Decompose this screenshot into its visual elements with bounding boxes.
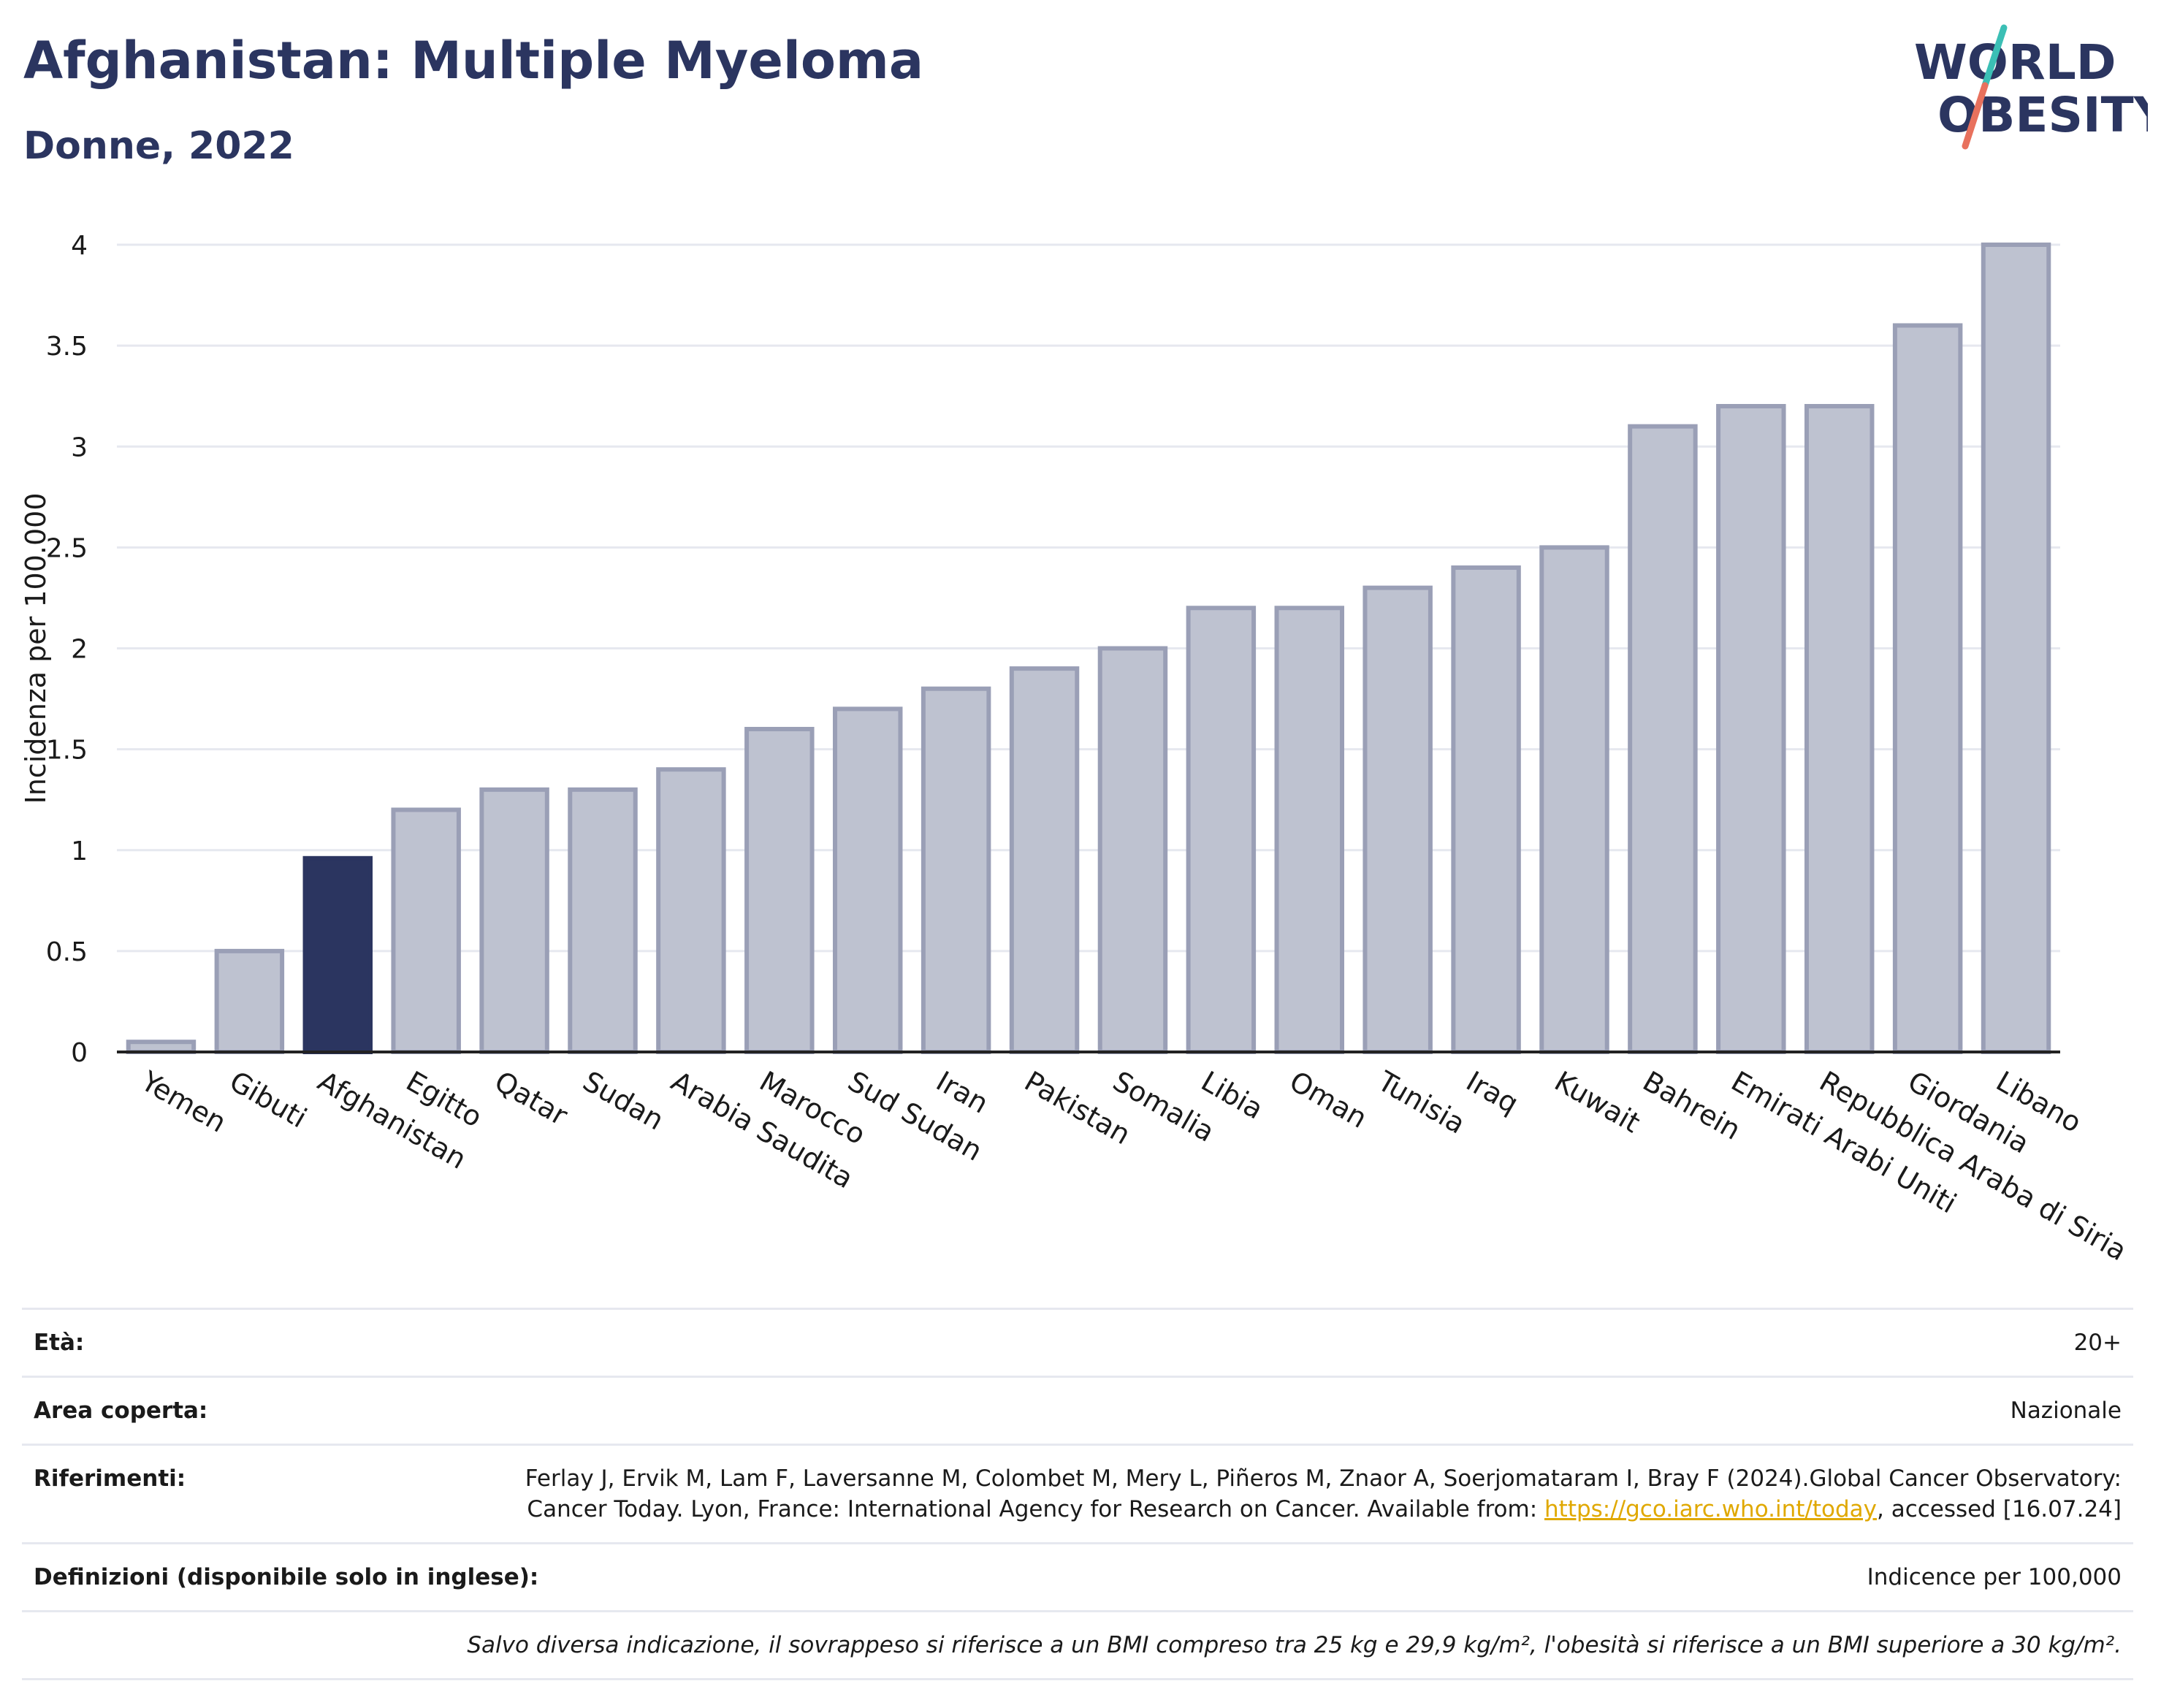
x-tick-label: Gibuti <box>224 1065 312 1135</box>
x-tick-label: Bahrein <box>1637 1065 1746 1146</box>
info-row-note: Salvo diversa indicazione, il sovrappeso… <box>22 1610 2133 1680</box>
y-tick-label: 3 <box>71 432 88 462</box>
x-tick-label: Oman <box>1284 1065 1373 1135</box>
info-row-definitions: Definizioni (disponibile solo in inglese… <box>22 1542 2133 1610</box>
logo-text-world: WORLD <box>1914 34 2116 91</box>
x-tick-label: Yemen <box>135 1064 232 1139</box>
area-value: Nazionale <box>2010 1398 2122 1424</box>
y-tick-labels: 0 0.5 1 1.5 2 2.5 3 3.5 4 <box>46 231 88 1068</box>
references-accessed: , accessed [16.07.24] <box>1876 1496 2122 1522</box>
y-tick-label: 1.5 <box>46 736 88 766</box>
bar-arabia-saudita[interactable] <box>656 767 726 1054</box>
y-tick-label: 0 <box>71 1038 88 1068</box>
y-tick-label: 3.5 <box>46 332 88 362</box>
logo-slash-teal <box>1981 24 2008 89</box>
y-tick-label: 4 <box>71 231 88 261</box>
bmi-note: Salvo diversa indicazione, il sovrappeso… <box>467 1632 2122 1658</box>
y-tick-label: 2.5 <box>46 533 88 563</box>
bar-marocco[interactable] <box>744 727 815 1054</box>
age-value: 20+ <box>2073 1330 2122 1356</box>
age-label: Età: <box>34 1330 85 1356</box>
bar-oman[interactable] <box>1274 606 1345 1054</box>
bar-somalia[interactable] <box>1097 646 1168 1054</box>
page-title: Afghanistan: Multiple Myeloma <box>23 31 924 91</box>
info-table: Età: 20+ Area coperta: Nazionale Riferim… <box>22 1308 2133 1680</box>
x-tick-label: Tunisia <box>1372 1064 1471 1140</box>
bar-sudan[interactable] <box>568 787 638 1054</box>
bar-iran[interactable] <box>921 686 991 1054</box>
x-tick-label: Kuwait <box>1550 1065 1646 1140</box>
bar-tunisia[interactable] <box>1362 585 1433 1054</box>
bar-emirati-arabi-uniti[interactable] <box>1716 404 1786 1054</box>
bar-gibuti[interactable] <box>214 948 285 1054</box>
bar-afghanistan[interactable] <box>302 855 373 1055</box>
y-tick-label: 1 <box>71 836 88 866</box>
page-subtitle: Donne, 2022 <box>23 124 294 168</box>
y-tick-label: 2 <box>71 635 88 665</box>
info-row-area: Area coperta: Nazionale <box>22 1376 2133 1444</box>
x-tick-label: Afghanistan <box>313 1065 472 1175</box>
bar-sud-sudan[interactable] <box>832 706 903 1054</box>
bar-yemen[interactable] <box>126 1040 197 1054</box>
bar-qatar[interactable] <box>479 787 549 1054</box>
x-tick-label: Qatar <box>489 1065 573 1132</box>
info-row-age: Età: 20+ <box>22 1308 2133 1376</box>
definitions-value: Indicence per 100,000 <box>1867 1564 2122 1590</box>
bar-iraq[interactable] <box>1451 565 1521 1054</box>
definitions-label: Definizioni (disponibile solo in inglese… <box>34 1564 539 1590</box>
info-row-references: Riferimenti: Ferlay J, Ervik M, Lam F, L… <box>22 1444 2133 1542</box>
references-link[interactable]: https://gco.iarc.who.int/today <box>1544 1496 1877 1522</box>
x-tick-label: Sudan <box>578 1065 670 1137</box>
y-tick-label: 0.5 <box>46 937 88 967</box>
logo-slash-red <box>1962 82 1989 150</box>
bar-bahrein[interactable] <box>1628 424 1698 1054</box>
bars <box>126 243 2051 1055</box>
references-text: Ferlay J, Ervik M, Lam F, Laversanne M, … <box>525 1465 2122 1522</box>
references-label: Riferimenti: <box>34 1465 186 1492</box>
bar-pakistan[interactable] <box>1009 666 1080 1054</box>
bar-egitto[interactable] <box>391 807 461 1054</box>
world-obesity-logo: WORLD OBESITY <box>1914 24 2148 150</box>
y-axis-label: Incidenza per 100.000 <box>20 493 52 804</box>
bar-kuwait[interactable] <box>1539 545 1609 1054</box>
bar-libano[interactable] <box>1981 243 2051 1054</box>
bar-libia[interactable] <box>1186 606 1257 1054</box>
bar-giordania[interactable] <box>1892 323 1963 1054</box>
references-value: Ferlay J, Ervik M, Lam F, Laversanne M, … <box>514 1463 2122 1525</box>
area-label: Area coperta: <box>34 1398 208 1424</box>
bar-repubblica-araba-di-siria[interactable] <box>1804 404 1875 1054</box>
